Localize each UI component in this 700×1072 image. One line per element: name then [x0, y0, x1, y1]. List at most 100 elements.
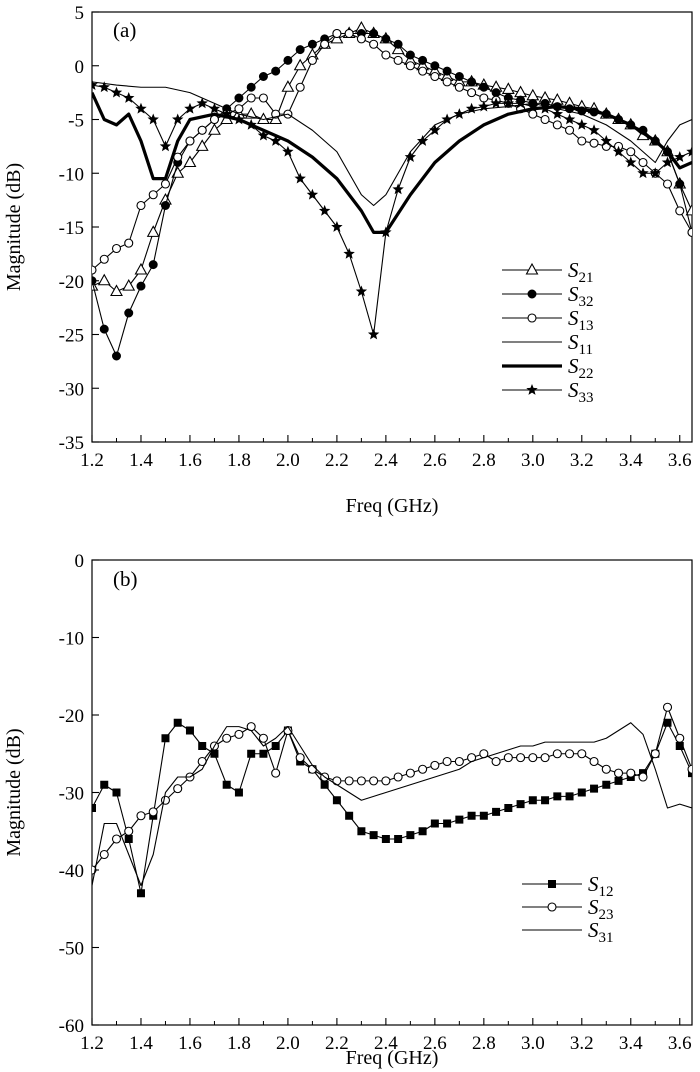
y-tick-label: 5 [75, 3, 85, 24]
y-tick-label: -10 [59, 164, 84, 185]
data-point-s23 [160, 795, 171, 805]
data-point-s32 [418, 55, 428, 65]
legend-label-main: S [568, 306, 579, 330]
data-point-s12 [173, 718, 182, 727]
data-point-s23 [332, 776, 342, 786]
data-point-s21 [134, 262, 148, 275]
series-line-s11 [92, 81, 692, 207]
data-point-s23 [601, 764, 611, 774]
x-axis-label: Freq (GHz) [346, 1047, 439, 1069]
data-point-s23 [552, 749, 562, 759]
y-tick-label: -50 [59, 939, 84, 960]
panel-label: (b) [113, 567, 138, 591]
legend-label: S33 [568, 378, 594, 406]
data-point-s23 [528, 753, 538, 763]
legend-item-s13: S13 [502, 306, 594, 334]
series-s13 [92, 28, 692, 275]
data-point-s32 [160, 201, 170, 210]
data-point-s23 [503, 753, 513, 763]
data-point-s12 [320, 780, 329, 789]
data-point-s23 [381, 776, 391, 786]
data-point-s33 [453, 108, 466, 119]
data-point-s12 [332, 796, 341, 805]
data-point-s13 [687, 227, 692, 237]
data-point-s32 [479, 82, 489, 92]
data-point-s12 [577, 788, 586, 797]
data-point-s13 [356, 34, 366, 44]
data-point-s13 [442, 77, 452, 87]
data-point-s13 [307, 55, 317, 65]
data-point-s13 [528, 109, 538, 119]
data-point-s23 [650, 749, 660, 759]
data-point-s13 [332, 28, 342, 39]
series-s22 [92, 91, 692, 234]
series-line-s32 [92, 32, 692, 357]
legend-label: S31 [588, 918, 614, 946]
data-point-s12 [504, 804, 513, 812]
data-point-s33 [429, 124, 441, 136]
data-point-s12 [369, 831, 378, 840]
data-point-s33 [490, 97, 502, 109]
legend-label-main: S [568, 330, 579, 354]
y-tick-label: -10 [59, 629, 84, 650]
data-point-s12 [528, 796, 537, 805]
series-line-s12 [92, 722, 692, 894]
data-point-s12 [467, 811, 476, 820]
legend-item-s12: S12 [522, 872, 614, 900]
data-point-s12 [259, 749, 268, 758]
data-point-s23 [356, 776, 366, 786]
data-point-s21 [110, 284, 123, 297]
data-point-s23 [454, 756, 464, 767]
x-tick-label: 1.8 [227, 450, 251, 471]
data-point-s12 [345, 811, 354, 820]
legend-label-sub: 12 [599, 884, 614, 900]
data-point-s13 [111, 243, 122, 254]
y-tick-label: -5 [68, 111, 84, 132]
legend-label: S23 [588, 895, 614, 923]
x-tick-label: 2.8 [472, 1033, 496, 1054]
data-point-s33 [269, 135, 282, 146]
data-point-s33 [245, 118, 257, 130]
data-point-s12 [381, 835, 390, 843]
series-line-s13 [92, 32, 692, 271]
data-point-s32 [124, 308, 134, 318]
data-point-s23 [675, 733, 685, 743]
data-point-s23 [577, 749, 587, 759]
x-tick-label: 3.2 [570, 450, 594, 471]
data-point-s12 [675, 742, 684, 750]
legend-item-s32: S32 [502, 282, 594, 310]
legend-label-main: S [568, 354, 579, 378]
legend-label: S21 [568, 258, 594, 286]
legend-label: S12 [588, 872, 614, 900]
legend-label-main: S [588, 918, 599, 942]
data-point-s32 [381, 34, 391, 44]
x-tick-label: 2.6 [423, 1033, 447, 1054]
data-point-s21 [146, 225, 160, 237]
data-point-s33 [196, 97, 208, 109]
data-point-s23 [307, 764, 317, 774]
series-line-s21 [92, 27, 692, 293]
x-tick-label: 3.4 [619, 450, 643, 471]
data-point-s13 [160, 179, 171, 189]
data-point-s13 [92, 265, 97, 275]
data-point-s32 [393, 39, 403, 49]
data-point-s23 [405, 768, 415, 778]
data-point-s12 [100, 780, 109, 789]
data-point-s33 [331, 221, 343, 232]
data-point-s32 [258, 72, 268, 81]
data-point-s33 [257, 129, 270, 141]
data-point-s13 [418, 66, 428, 76]
data-point-s33 [92, 79, 98, 90]
data-point-s12 [418, 827, 427, 836]
data-point-s33 [465, 102, 478, 114]
data-point-s33 [367, 328, 380, 340]
data-point-s23 [234, 729, 244, 739]
legend-label-sub: 31 [599, 930, 614, 946]
data-point-s33 [343, 247, 355, 259]
legend-label-sub: 13 [579, 318, 594, 334]
data-point-s33 [123, 92, 135, 103]
data-point-s32 [491, 88, 501, 98]
data-point-s13 [552, 120, 562, 130]
legend-label-sub: 33 [579, 390, 594, 406]
data-point-s33 [306, 188, 319, 200]
